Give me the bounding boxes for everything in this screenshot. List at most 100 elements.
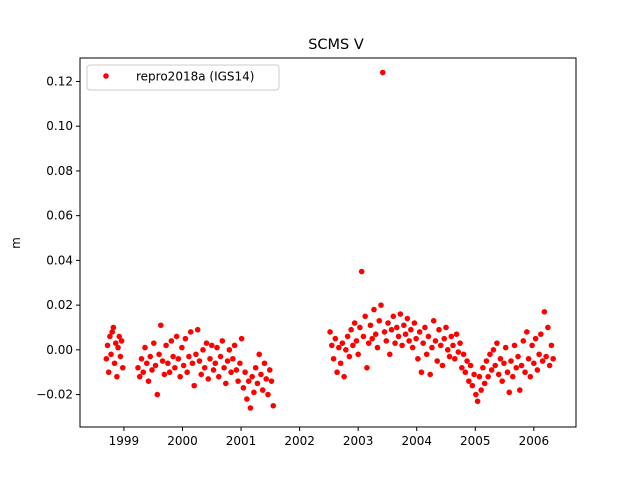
data-point	[394, 324, 400, 331]
data-point	[532, 335, 539, 342]
data-point	[244, 396, 250, 402]
data-point	[223, 380, 229, 387]
data-point	[231, 342, 238, 349]
data-point	[108, 351, 114, 358]
data-point	[336, 344, 342, 351]
y-tick-label: 0.12	[46, 74, 73, 88]
data-point	[386, 351, 393, 358]
data-point	[339, 340, 346, 346]
data-point	[504, 369, 511, 376]
x-tick-label: 2000	[167, 434, 198, 448]
data-point	[105, 369, 112, 376]
data-point	[135, 364, 141, 371]
data-point	[515, 353, 521, 360]
data-point	[242, 369, 248, 376]
data-point	[111, 360, 118, 367]
data-point	[379, 69, 386, 76]
data-point	[259, 387, 266, 393]
data-point	[138, 355, 145, 362]
data-point	[109, 329, 116, 335]
data-point	[238, 335, 245, 342]
data-point	[256, 351, 262, 358]
data-point	[381, 329, 388, 335]
data-point	[168, 338, 175, 344]
data-point	[516, 387, 523, 393]
data-point	[545, 324, 551, 331]
data-point	[450, 342, 456, 349]
data-point	[488, 367, 495, 373]
data-point	[330, 355, 337, 362]
data-point	[346, 353, 353, 360]
data-point	[511, 342, 518, 349]
x-tick-label: 2003	[343, 434, 374, 448]
data-point	[362, 313, 368, 320]
data-point	[367, 322, 374, 329]
data-point	[508, 358, 514, 364]
data-point	[497, 355, 504, 362]
data-point	[117, 353, 124, 360]
data-point	[161, 371, 168, 378]
data-point	[247, 405, 254, 411]
data-point	[390, 313, 397, 320]
data-point	[464, 358, 470, 364]
data-point	[177, 373, 183, 380]
data-point	[451, 355, 458, 362]
data-point	[538, 331, 544, 337]
data-point	[110, 324, 117, 331]
data-point	[230, 355, 236, 362]
data-point	[351, 320, 358, 326]
data-point	[350, 342, 356, 349]
data-point	[194, 326, 201, 333]
data-point	[189, 360, 196, 367]
x-tick-label: 2001	[226, 434, 257, 448]
legend: repro2018a (IGS14)	[86, 64, 280, 91]
data-point	[114, 373, 120, 380]
data-point	[245, 378, 252, 384]
data-point	[543, 353, 549, 360]
data-point	[175, 355, 182, 362]
data-point	[378, 302, 384, 308]
data-point	[119, 364, 126, 371]
data-point	[182, 335, 189, 342]
data-point	[383, 338, 390, 344]
data-point	[103, 355, 110, 362]
data-point	[395, 333, 402, 340]
data-point	[329, 342, 335, 349]
data-point	[446, 353, 453, 360]
data-point	[270, 402, 277, 409]
data-point	[483, 358, 490, 364]
data-point	[485, 373, 491, 380]
data-point	[219, 338, 226, 344]
data-point	[163, 342, 169, 349]
data-point	[550, 355, 556, 362]
data-point	[460, 351, 467, 358]
y-axis-ticks: −0.02 0.00 0.02 0.04 0.06 0.08 0.10 0.12	[36, 74, 80, 402]
data-point	[409, 344, 416, 351]
data-point	[332, 335, 339, 342]
data-point	[249, 373, 255, 380]
data-point	[214, 344, 220, 351]
data-point	[215, 373, 222, 380]
data-point	[261, 360, 268, 367]
data-point	[240, 385, 247, 391]
data-point	[474, 398, 481, 405]
data-point	[147, 353, 154, 360]
data-point	[494, 340, 500, 346]
data-point	[439, 362, 446, 369]
x-tick-label: 2002	[284, 434, 315, 448]
data-point	[415, 355, 421, 362]
data-point	[150, 340, 157, 346]
data-point	[221, 364, 227, 371]
data-point	[466, 378, 472, 384]
data-point	[140, 369, 147, 376]
data-point	[343, 347, 349, 353]
legend-entry: repro2018a (IGS14)	[136, 70, 254, 84]
data-point	[427, 371, 433, 378]
data-point	[471, 371, 477, 378]
data-point	[473, 391, 479, 398]
data-point	[487, 351, 493, 358]
y-tick-label: 0.00	[46, 343, 73, 357]
data-point	[116, 333, 123, 340]
data-point	[480, 364, 486, 371]
y-tick-label: 0.02	[46, 298, 73, 312]
